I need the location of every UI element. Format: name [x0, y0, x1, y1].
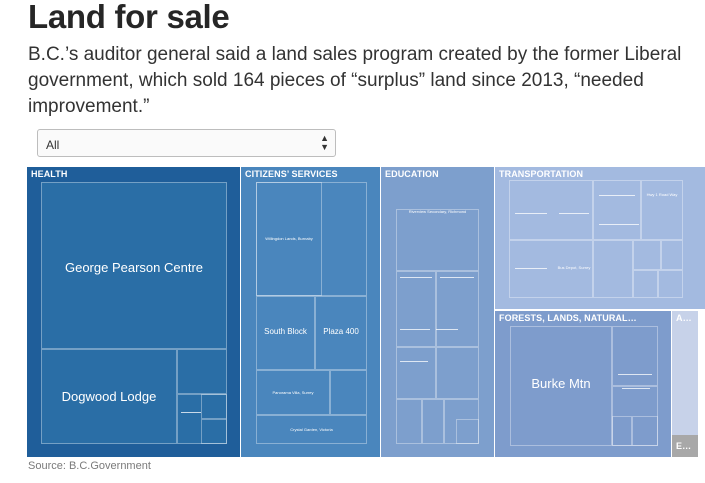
treemap-tile[interactable] [41, 182, 227, 349]
treemap-tile[interactable] [641, 180, 683, 240]
tile-george-pearson[interactable]: George Pearson Centre [41, 182, 227, 349]
tiny-tile-label [436, 329, 458, 330]
tile-panorama-villa[interactable]: Panorama Villa, Surrey [256, 370, 330, 415]
treemap-tile[interactable] [396, 271, 436, 347]
group-e[interactable]: E… [672, 435, 698, 457]
treemap-tile[interactable] [658, 270, 683, 298]
treemap-tile[interactable] [456, 419, 479, 444]
tile-label: Burke Mtn [531, 376, 591, 391]
transportation-inner: Hwy 1 Road Way Bus Depot, Surrey [509, 180, 683, 298]
tiny-tile-label [622, 388, 650, 389]
tiny-tile-label [400, 277, 432, 278]
tiny-tile-label [181, 412, 201, 413]
tile-riverview[interactable]: Riverview Secondary, Richmond [396, 209, 479, 239]
tile-label: Bus Depot, Surrey [557, 265, 591, 270]
ministry-filter-select[interactable]: All ▲ ▼ [37, 129, 336, 157]
treemap-tile[interactable] [256, 182, 322, 296]
tile-label: Plaza 400 [323, 327, 359, 336]
group-label: EDUCATION [385, 169, 439, 179]
treemap-tile[interactable] [330, 370, 367, 415]
treemap-tile[interactable] [177, 349, 227, 394]
treemap-tile[interactable] [632, 416, 658, 446]
tile-label: Riverview Secondary, Richmond [408, 209, 467, 214]
treemap-tile[interactable] [201, 419, 227, 444]
treemap-tile[interactable] [315, 296, 367, 370]
citizens-inner: Willingdon Lands, Burnaby South Block Plaz… [256, 182, 367, 444]
treemap-tile[interactable] [396, 209, 479, 271]
group-forests-lands[interactable]: FORESTS, LANDS, NATURAL… Burke Mtn [495, 311, 671, 457]
group-a[interactable]: A… [672, 311, 698, 435]
tiny-tile-label [599, 195, 635, 196]
treemap-tile[interactable] [256, 370, 330, 415]
updown-arrow-icon: ▲ ▼ [320, 133, 329, 152]
group-label: TRANSPORTATION [499, 169, 584, 179]
tile-label: Dogwood Lodge [61, 389, 157, 404]
group-health[interactable]: HEALTH George Pearson Centre Dogwood Lodge [27, 167, 240, 457]
group-citizens-services[interactable]: CITIZENS’ SERVICES Willingdon Lands, Burn… [241, 167, 380, 457]
tile-plaza-400[interactable]: Plaza 400 [315, 296, 367, 370]
treemap-tile[interactable] [633, 240, 661, 270]
treemap-tile[interactable] [41, 349, 177, 444]
tiny-tile-label [515, 213, 547, 214]
source-note: Source: B.C.Government [28, 460, 151, 472]
treemap-tile[interactable] [436, 271, 479, 347]
treemap-tile[interactable] [612, 416, 632, 446]
tile-south-block[interactable]: South Block [256, 296, 315, 370]
tiny-tile-label [440, 277, 474, 278]
treemap-tile[interactable] [593, 180, 641, 240]
group-label: E… [676, 441, 692, 451]
tile-label: George Pearson Centre [64, 260, 204, 275]
treemap-tile[interactable] [509, 180, 593, 240]
tiny-tile-label [599, 224, 639, 225]
group-label: FORESTS, LANDS, NATURAL… [499, 313, 637, 323]
treemap-tile[interactable] [256, 415, 367, 444]
treemap-tile[interactable] [444, 399, 479, 444]
tile-label: Hwy 1 Road Way [646, 192, 678, 197]
treemap-tile[interactable] [510, 326, 612, 446]
tiny-tile-label [400, 361, 428, 362]
page-title: Land for sale [28, 0, 230, 35]
group-label: CITIZENS’ SERVICES [245, 169, 338, 179]
tile-bus-depot[interactable]: Bus Depot, Surrey [554, 265, 594, 277]
forests-inner: Burke Mtn [510, 326, 658, 446]
treemap-tile[interactable] [612, 326, 658, 386]
health-inner: George Pearson Centre Dogwood Lodge [41, 182, 227, 444]
treemap-tile[interactable] [436, 347, 479, 399]
education-inner: Riverview Secondary, Richmond [396, 209, 479, 444]
tile-hwy-road[interactable]: Hwy 1 Road Way [641, 192, 683, 204]
tile-crystal-garden[interactable]: Crystal Garden, Victoria [256, 415, 367, 444]
treemap-tile[interactable] [612, 386, 658, 446]
tile-willingdon[interactable]: Willingdon Lands, Burnaby [256, 182, 322, 296]
tiny-tile-label [559, 213, 589, 214]
treemap-tile[interactable] [593, 240, 633, 298]
page-subtitle: B.C.’s auditor general said a land sales… [28, 44, 682, 117]
group-label: A… [676, 313, 692, 323]
filter-selected-value: All [46, 138, 60, 152]
tile-label: South Block [264, 327, 307, 336]
tile-label: Willingdon Lands, Burnaby [265, 236, 313, 241]
tile-label: Crystal Garden, Victoria [290, 427, 333, 432]
treemap-tile[interactable] [177, 394, 227, 444]
treemap-tile[interactable] [396, 347, 436, 399]
treemap-tile[interactable] [256, 296, 315, 370]
tile-burke-mtn[interactable]: Burke Mtn [510, 326, 612, 446]
treemap-tile[interactable] [422, 399, 444, 444]
treemap-tile[interactable] [661, 240, 683, 270]
tiny-tile-label [400, 329, 430, 330]
group-education[interactable]: EDUCATION Riverview Secondary, Richmond [381, 167, 494, 457]
treemap-tile[interactable] [201, 394, 227, 419]
tile-dogwood-lodge[interactable]: Dogwood Lodge [41, 349, 177, 444]
group-label: HEALTH [31, 169, 68, 179]
tiny-tile-label [618, 374, 652, 375]
tile-label: Panorama Villa, Surrey [272, 390, 314, 395]
group-transportation[interactable]: TRANSPORTATION Hwy 1 Road Way Bus Depot, S… [495, 167, 705, 309]
treemap-tile[interactable] [509, 240, 593, 298]
treemap-tile[interactable] [256, 182, 367, 296]
treemap-tile[interactable] [633, 270, 658, 298]
tiny-tile-label [515, 268, 547, 269]
treemap-tile[interactable] [396, 399, 422, 444]
